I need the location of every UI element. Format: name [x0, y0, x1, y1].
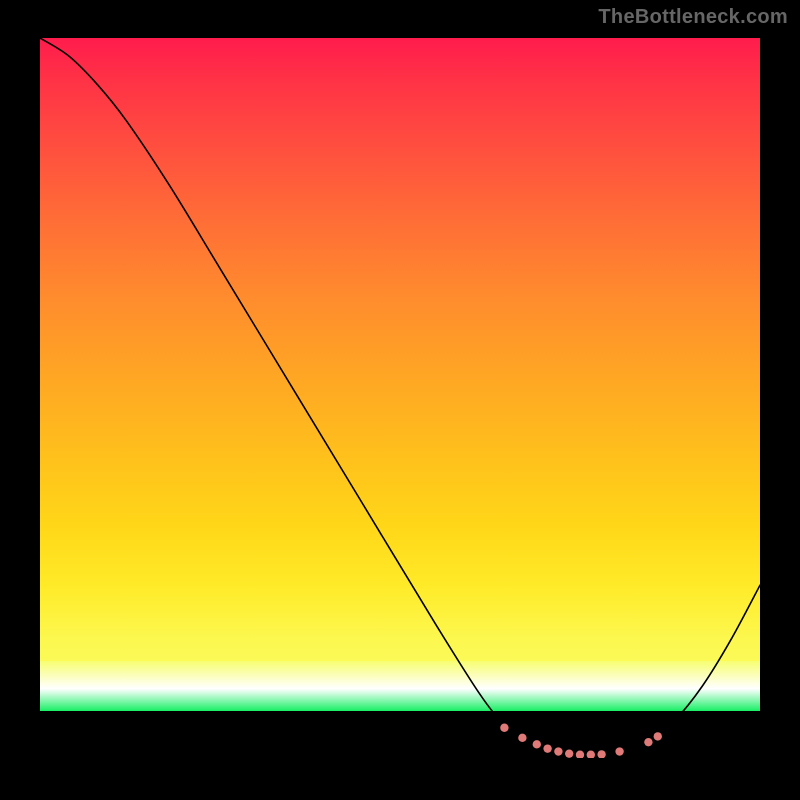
optimal-range-marker: [565, 749, 573, 757]
optimal-range-marker: [615, 747, 623, 755]
marker-layer: [500, 724, 662, 758]
optimal-range-marker: [543, 744, 551, 752]
optimal-range-marker: [554, 747, 562, 755]
optimal-range-marker: [500, 724, 508, 732]
chart-container: TheBottleneck.com: [0, 0, 800, 800]
plot-area: [40, 38, 760, 758]
chart-svg: [40, 38, 760, 758]
optimal-range-marker: [597, 750, 605, 758]
optimal-range-marker: [587, 751, 595, 758]
bottleneck-curve: [40, 38, 760, 757]
curve-layer: [40, 38, 760, 757]
optimal-range-marker: [518, 734, 526, 742]
optimal-range-marker: [654, 732, 662, 740]
watermark-text: TheBottleneck.com: [598, 6, 788, 29]
optimal-range-marker: [576, 751, 584, 758]
optimal-range-marker: [533, 740, 541, 748]
optimal-range-marker: [644, 738, 652, 746]
